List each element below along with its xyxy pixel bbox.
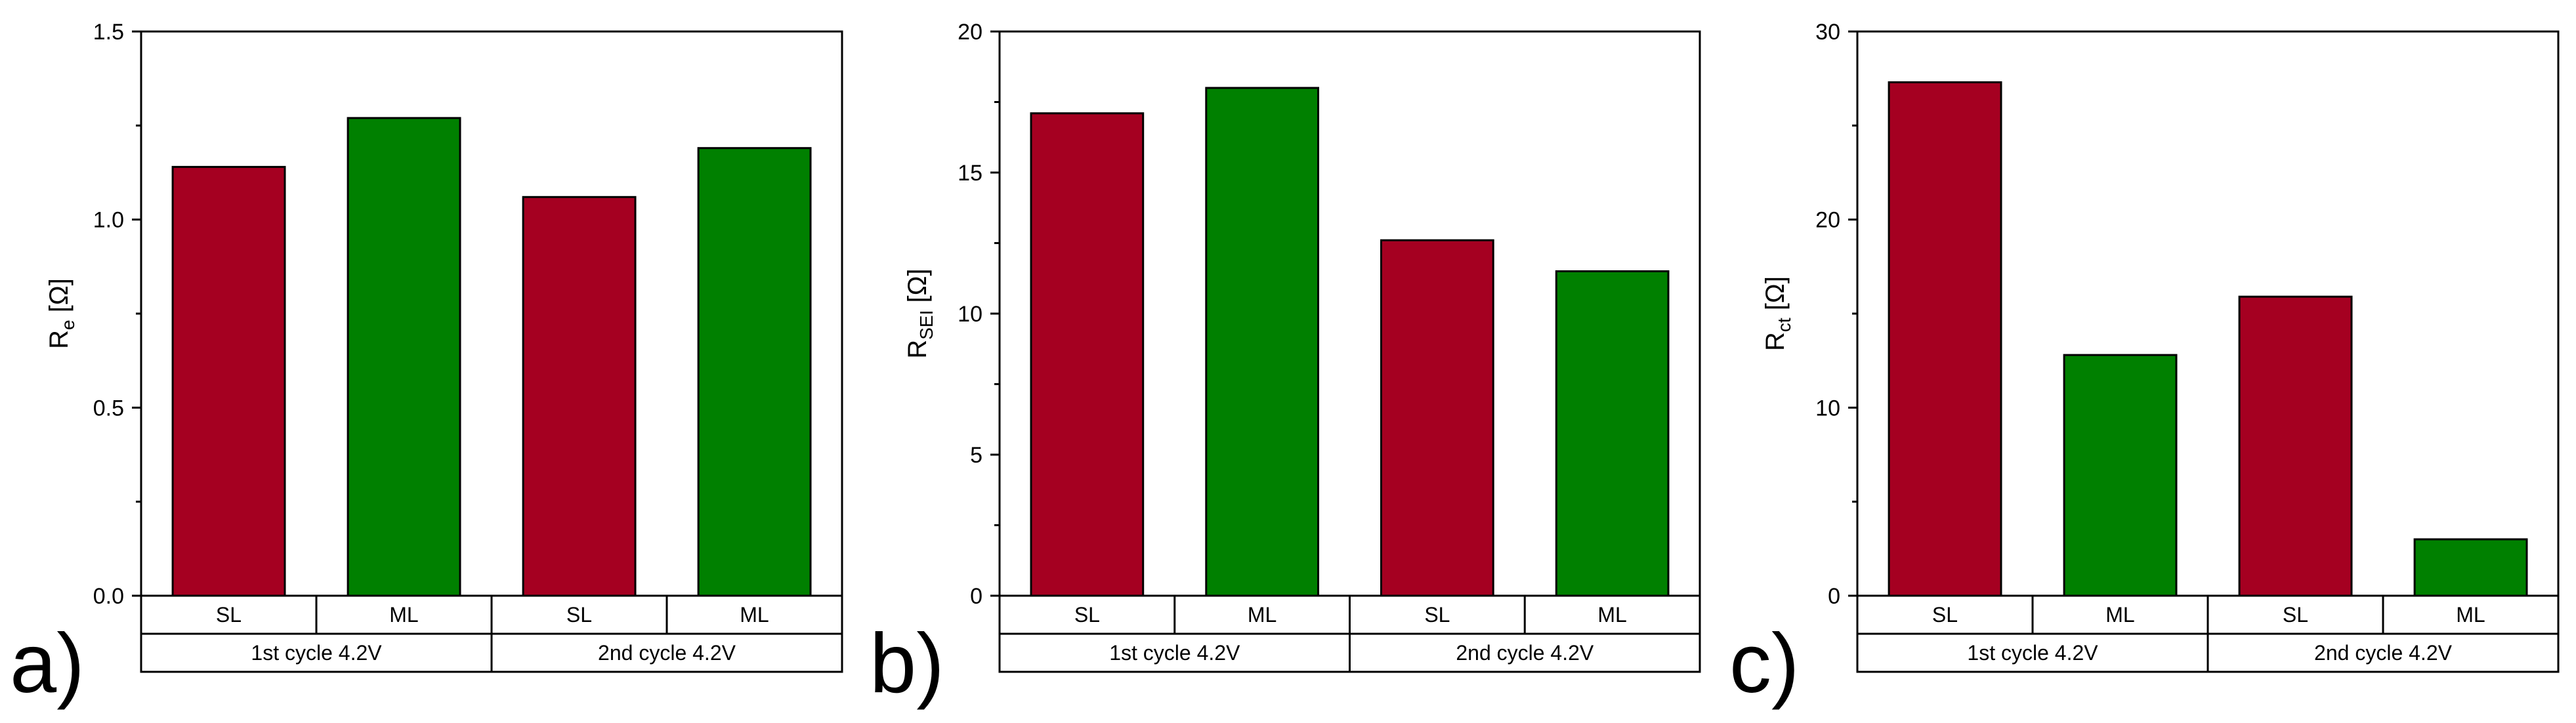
category-label: SL bbox=[216, 603, 242, 627]
y-tick-label: 10 bbox=[958, 302, 982, 327]
y-tick-label: 0 bbox=[1828, 584, 1840, 609]
category-label: SL bbox=[2283, 603, 2308, 627]
bar-ml-group-1 bbox=[2063, 354, 2178, 597]
bar-ml-group-2 bbox=[697, 147, 812, 597]
y-tick-label: 1.0 bbox=[93, 208, 124, 233]
chart-panel-2: SL ML SL ML 1st cycle 4.2V 2nd cycle 4.2V 0 5 10… bbox=[870, 20, 1701, 711]
bar-sl-group-1 bbox=[1888, 81, 2002, 597]
y-tick-label: 15 bbox=[958, 161, 982, 186]
y-tick-label: 20 bbox=[1815, 208, 1840, 233]
y-tick-label: 30 bbox=[1815, 20, 1840, 45]
panel-label: a) bbox=[10, 617, 85, 711]
category-label: SL bbox=[1932, 603, 1958, 627]
category-label: SL bbox=[566, 603, 592, 627]
group-label: 2nd cycle 4.2V bbox=[1456, 641, 1594, 665]
bar-sl-group-2 bbox=[522, 196, 637, 597]
group-label: 1st cycle 4.2V bbox=[1109, 641, 1240, 665]
y-tick-label: 10 bbox=[1815, 396, 1840, 421]
y-tick-label: 1.5 bbox=[93, 20, 124, 45]
bar-ml-group-2 bbox=[1555, 270, 1670, 597]
panel-label: b) bbox=[870, 617, 944, 711]
y-tick-label: 0 bbox=[970, 584, 982, 609]
bar-sl-group-1 bbox=[1030, 112, 1145, 597]
bar-sl-group-2 bbox=[2238, 295, 2353, 597]
bar-ml-group-2 bbox=[2413, 538, 2528, 597]
panel-label: c) bbox=[1729, 617, 1800, 711]
category-label: ML bbox=[2456, 603, 2485, 627]
bar-ml-group-1 bbox=[347, 117, 461, 597]
y-tick-label: 20 bbox=[958, 20, 982, 45]
category-label: SL bbox=[1074, 603, 1100, 627]
y-axis-label: Rct [Ω] bbox=[1761, 276, 1794, 351]
category-label: ML bbox=[1248, 603, 1277, 627]
category-label: ML bbox=[1597, 603, 1626, 627]
bar-ml-group-1 bbox=[1205, 87, 1320, 597]
y-axis-label: RSEI [Ω] bbox=[903, 268, 937, 358]
group-label: 2nd cycle 4.2V bbox=[2314, 641, 2453, 665]
y-axis-label: Re [Ω] bbox=[45, 278, 78, 349]
group-label: 1st cycle 4.2V bbox=[1967, 641, 2098, 665]
chart-panel-3: SL ML SL ML 1st cycle 4.2V 2nd cycle 4.2V 0 10 2… bbox=[1729, 20, 2560, 711]
category-label: SL bbox=[1424, 603, 1450, 627]
group-label: 1st cycle 4.2V bbox=[251, 641, 382, 665]
category-label: ML bbox=[2105, 603, 2134, 627]
category-label: ML bbox=[389, 603, 418, 627]
y-tick-label: 0.0 bbox=[93, 584, 124, 609]
y-tick-label: 5 bbox=[970, 443, 982, 468]
bar-sl-group-1 bbox=[171, 165, 286, 597]
y-tick-label: 0.5 bbox=[93, 396, 124, 421]
group-label: 2nd cycle 4.2V bbox=[598, 641, 736, 665]
chart-panel-1: SL ML SL ML 1st cycle 4.2V 2nd cycle 4.2V 0.0 0… bbox=[10, 20, 843, 711]
category-label: ML bbox=[740, 603, 769, 627]
bar-sl-group-2 bbox=[1380, 239, 1494, 597]
